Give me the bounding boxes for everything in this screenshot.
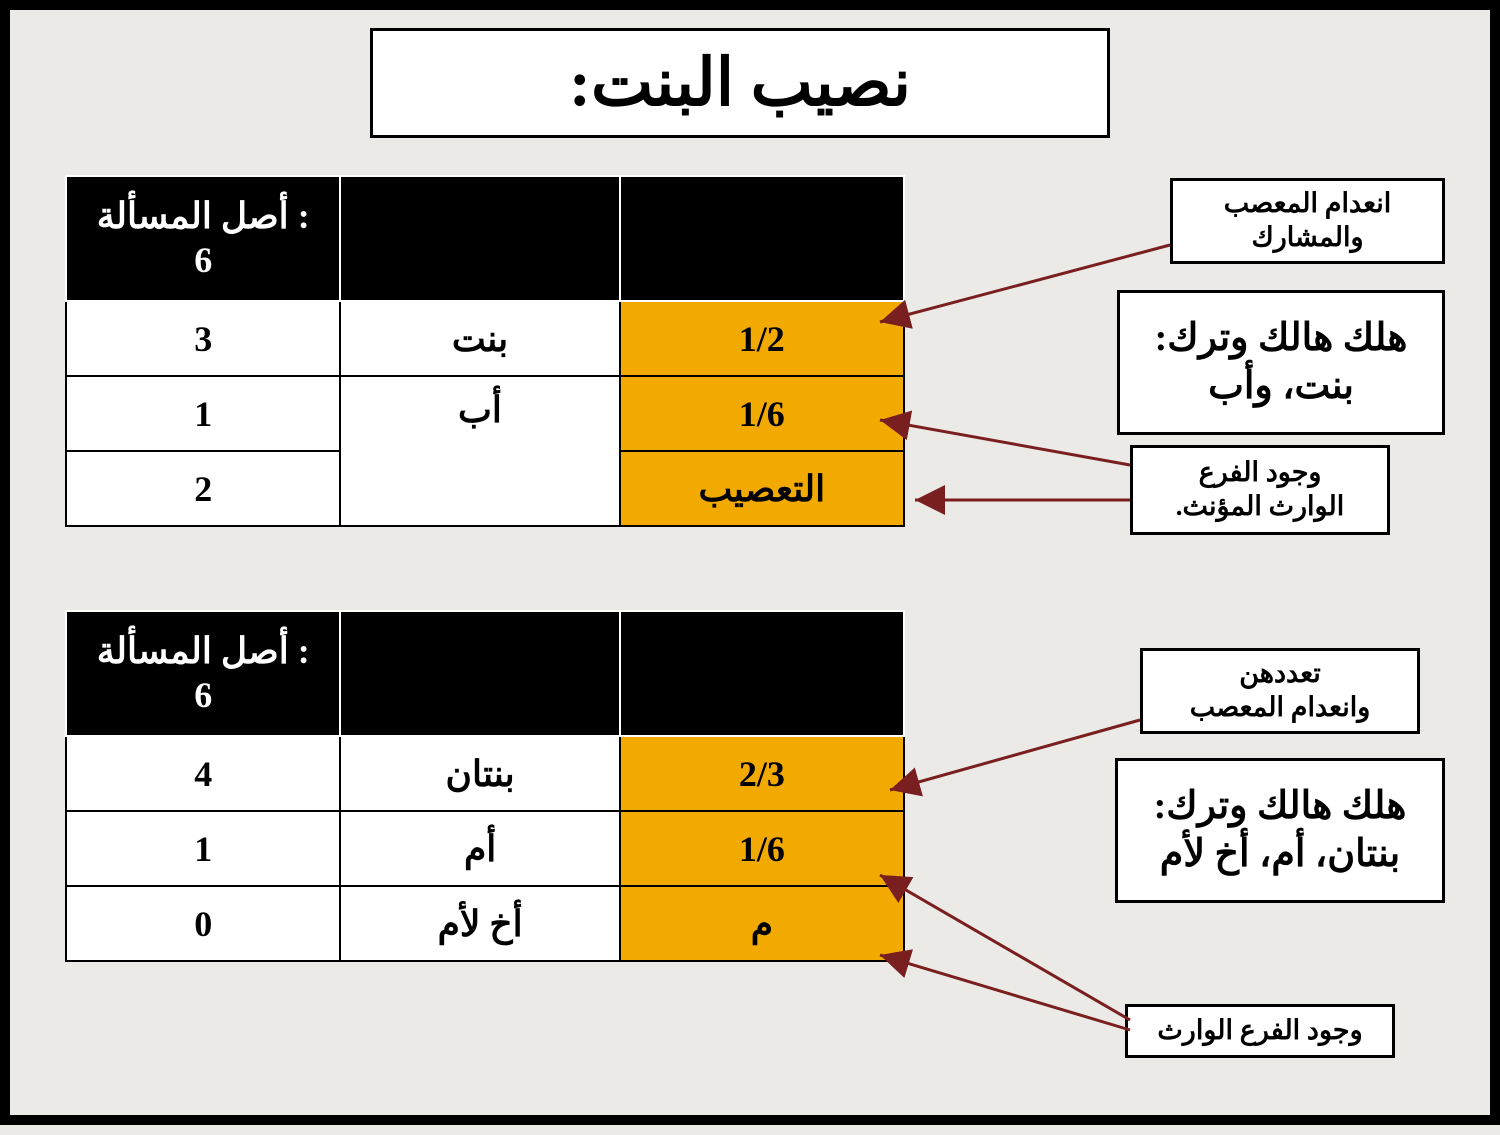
- share-cell: 1/6: [620, 376, 904, 451]
- share-header-blank: [620, 611, 904, 736]
- note-plurality-no-asib: تعددهن وانعدام المعصب: [1140, 648, 1420, 734]
- title-text: نصيب البنت:: [569, 44, 911, 122]
- arrow-b6-to-sixth: [880, 875, 1130, 1020]
- note-line2: الوارث المؤنث.: [1176, 490, 1344, 524]
- table-header: أصل المسألة : 6: [66, 176, 904, 301]
- arrow-b3-to-sixth: [880, 420, 1130, 465]
- asl-header-label: أصل المسألة :: [97, 631, 310, 671]
- note-line1: وجود الفرع: [1199, 456, 1322, 490]
- note-inheriting-branch: وجود الفرع الوارث: [1125, 1004, 1395, 1058]
- asl-header-value: 6: [194, 675, 212, 715]
- table-header: أصل المسألة : 6: [66, 611, 904, 736]
- table-row: 0 أخ لأم م: [66, 886, 904, 961]
- share-cell: 1/6: [620, 811, 904, 886]
- table-row: 4 بنتان 2/3: [66, 736, 904, 811]
- page-title: نصيب البنت:: [370, 28, 1110, 138]
- scenario-line2: بنتان، أم، أخ لأم: [1160, 831, 1400, 879]
- asl-cell: 1: [66, 811, 340, 886]
- note-female-inheriting-branch: وجود الفرع الوارث المؤنث.: [1130, 445, 1390, 535]
- arrow-b6-to-m: [880, 955, 1130, 1030]
- note-line1: تعددهن: [1239, 657, 1321, 691]
- heir-cell: أم: [340, 811, 619, 886]
- arrow-b4-to-twothirds: [890, 720, 1140, 790]
- share-cell: 1/2: [620, 301, 904, 376]
- asl-cell: 3: [66, 301, 340, 376]
- scenario-line1: هلك هالك وترك:: [1155, 315, 1408, 363]
- asl-cell: 4: [66, 736, 340, 811]
- scenario-line2: بنت، وأب: [1208, 363, 1354, 411]
- table-row: 1 أم 1/6: [66, 811, 904, 886]
- asl-header: أصل المسألة : 6: [66, 611, 340, 736]
- scenario-line1: هلك هالك وترك:: [1154, 783, 1407, 831]
- table-row: 1 أب 1/6: [66, 376, 904, 451]
- note-text: وجود الفرع الوارث: [1157, 1014, 1362, 1048]
- share-cell: م: [620, 886, 904, 961]
- share-cell: 2/3: [620, 736, 904, 811]
- asl-header: أصل المسألة : 6: [66, 176, 340, 301]
- case2-scenario: هلك هالك وترك: بنتان، أم، أخ لأم: [1115, 758, 1445, 903]
- heir-cell: بنتان: [340, 736, 619, 811]
- note-no-asib-sharik: انعدام المعصب والمشارك: [1170, 178, 1445, 264]
- inheritance-table-2: أصل المسألة : 6 4 بنتان 2/3 1 أم 1/6 0 أ…: [65, 610, 905, 962]
- page-frame: نصيب البنت: انعدام المعصب والمشارك هلك ه…: [0, 0, 1500, 1125]
- share-cell: التعصيب: [620, 451, 904, 526]
- asl-cell: 1: [66, 376, 340, 451]
- heir-header-blank: [340, 611, 619, 736]
- inheritance-table-1: أصل المسألة : 6 3 بنت 1/2 1 أب 1/6 2 الت…: [65, 175, 905, 527]
- heir-cell: أخ لأم: [340, 886, 619, 961]
- share-header-blank: [620, 176, 904, 301]
- case1-scenario: هلك هالك وترك: بنت، وأب: [1117, 290, 1445, 435]
- asl-cell: 0: [66, 886, 340, 961]
- asl-header-value: 6: [194, 240, 212, 280]
- asl-header-label: أصل المسألة :: [97, 196, 310, 236]
- note-text: انعدام المعصب والمشارك: [1173, 187, 1442, 255]
- heir-cell: بنت: [340, 301, 619, 376]
- table-row: 3 بنت 1/2: [66, 301, 904, 376]
- heir-header-blank: [340, 176, 619, 301]
- asl-cell: 2: [66, 451, 340, 526]
- note-line2: وانعدام المعصب: [1190, 691, 1371, 725]
- heir-cell: أب: [340, 376, 619, 526]
